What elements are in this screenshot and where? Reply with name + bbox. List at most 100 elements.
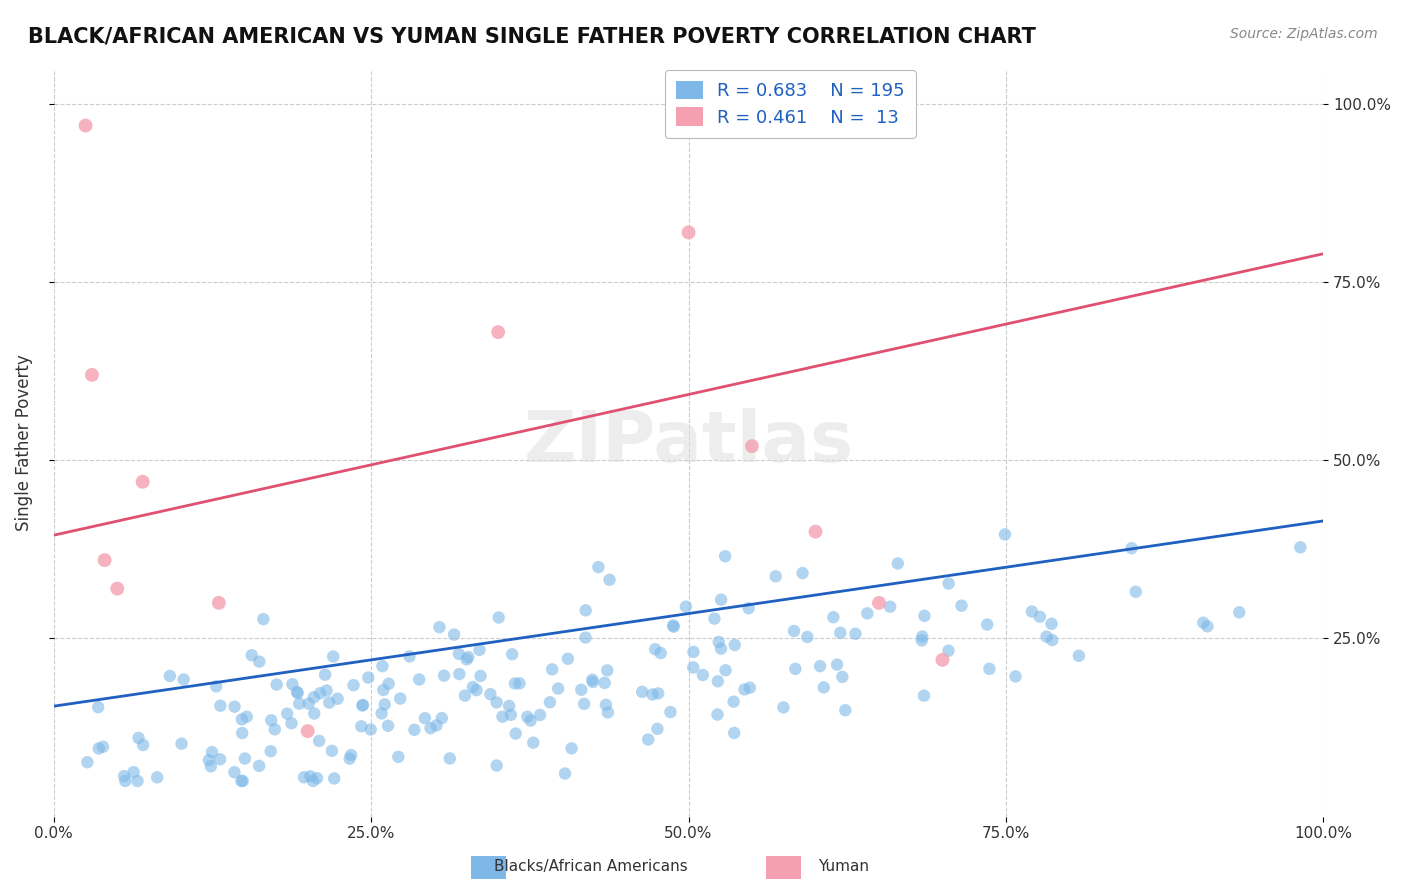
- Point: [813, 681, 835, 695]
- Point: [596, 664, 619, 678]
- Point: [678, 226, 700, 240]
- Point: [439, 751, 461, 765]
- Y-axis label: Single Father Poverty: Single Father Poverty: [15, 354, 32, 531]
- Point: [470, 669, 492, 683]
- Point: [1197, 619, 1219, 633]
- Point: [276, 706, 298, 721]
- Point: [231, 712, 253, 726]
- Point: [491, 710, 513, 724]
- Point: [430, 711, 453, 725]
- Point: [1289, 541, 1312, 555]
- Point: [447, 647, 470, 661]
- Point: [741, 439, 763, 453]
- Point: [561, 741, 583, 756]
- Point: [499, 707, 522, 722]
- Point: [201, 745, 224, 759]
- Point: [360, 723, 382, 737]
- Point: [419, 721, 441, 735]
- Point: [280, 716, 302, 731]
- Point: [323, 772, 346, 786]
- Point: [931, 653, 953, 667]
- Point: [554, 766, 576, 780]
- Point: [844, 627, 866, 641]
- Point: [91, 739, 114, 754]
- Point: [132, 738, 155, 752]
- Point: [260, 714, 283, 728]
- Point: [582, 675, 605, 690]
- Point: [714, 549, 737, 564]
- Point: [173, 673, 195, 687]
- Point: [557, 652, 579, 666]
- Point: [765, 569, 787, 583]
- Point: [856, 607, 879, 621]
- Point: [87, 700, 110, 714]
- Point: [352, 698, 374, 713]
- Legend: R = 0.683    N = 195, R = 0.461    N =  13: R = 0.683 N = 195, R = 0.461 N = 13: [665, 70, 915, 137]
- Point: [322, 649, 344, 664]
- Point: [1029, 609, 1052, 624]
- Point: [1021, 605, 1043, 619]
- Point: [389, 691, 412, 706]
- Point: [260, 744, 283, 758]
- Point: [371, 659, 394, 673]
- Point: [710, 641, 733, 656]
- Point: [831, 670, 853, 684]
- Point: [501, 647, 523, 661]
- Point: [498, 698, 520, 713]
- Point: [644, 642, 666, 657]
- Text: BLACK/AFRICAN AMERICAN VS YUMAN SINGLE FATHER POVERTY CORRELATION CHART: BLACK/AFRICAN AMERICAN VS YUMAN SINGLE F…: [28, 27, 1036, 46]
- Point: [236, 709, 259, 723]
- Point: [433, 668, 456, 682]
- Point: [723, 726, 745, 740]
- Point: [93, 553, 115, 567]
- Point: [247, 759, 270, 773]
- Point: [112, 769, 135, 783]
- Point: [449, 667, 471, 681]
- Point: [263, 723, 285, 737]
- Point: [823, 610, 845, 624]
- Point: [737, 601, 759, 615]
- Point: [994, 527, 1017, 541]
- Point: [707, 674, 730, 689]
- Point: [804, 524, 827, 539]
- Point: [304, 706, 326, 721]
- Point: [122, 765, 145, 780]
- Point: [231, 774, 253, 789]
- Point: [734, 682, 756, 697]
- Point: [408, 673, 430, 687]
- Point: [911, 633, 934, 648]
- Point: [240, 648, 263, 663]
- Point: [503, 676, 526, 690]
- Point: [127, 774, 149, 789]
- Point: [738, 681, 761, 695]
- Point: [281, 677, 304, 691]
- Point: [443, 627, 465, 641]
- Text: Blacks/African Americans: Blacks/African Americans: [494, 859, 688, 874]
- Point: [1004, 669, 1026, 683]
- Point: [159, 669, 181, 683]
- Point: [266, 677, 288, 691]
- Point: [398, 649, 420, 664]
- Point: [209, 752, 232, 766]
- Point: [252, 612, 274, 626]
- Point: [461, 680, 484, 694]
- Point: [457, 650, 479, 665]
- Point: [247, 655, 270, 669]
- Point: [80, 368, 103, 382]
- Point: [808, 659, 831, 673]
- Point: [1067, 648, 1090, 663]
- Point: [675, 599, 697, 614]
- Point: [650, 646, 672, 660]
- Point: [209, 698, 232, 713]
- Point: [87, 741, 110, 756]
- Point: [911, 630, 934, 644]
- Point: [425, 718, 447, 732]
- Point: [792, 566, 814, 581]
- Point: [350, 719, 373, 733]
- Point: [292, 770, 315, 784]
- Point: [1227, 605, 1250, 619]
- Point: [285, 685, 308, 699]
- Point: [938, 643, 960, 657]
- Text: Source: ZipAtlas.com: Source: ZipAtlas.com: [1230, 27, 1378, 41]
- Point: [710, 592, 733, 607]
